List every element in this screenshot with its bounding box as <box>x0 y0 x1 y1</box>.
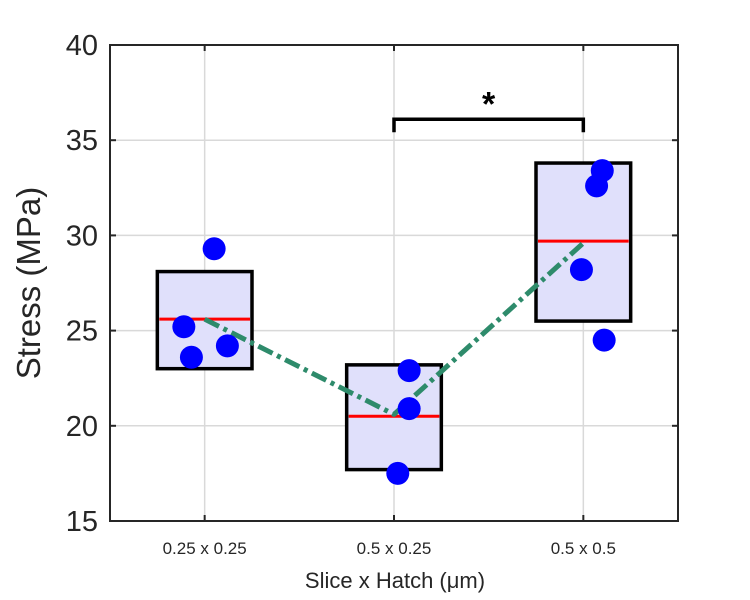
data-point <box>397 359 421 383</box>
data-point <box>585 174 609 198</box>
y-axis-label: Stress (MPa) <box>10 187 47 380</box>
data-point <box>569 258 593 282</box>
data-point <box>397 397 421 421</box>
data-point <box>215 334 239 358</box>
axes: 15 20 25 30 35 40 0.25 x 0.25 0.5 x 0.25 0.5 x 0… <box>66 30 679 558</box>
y-tick-label: 40 <box>66 30 98 62</box>
data-point <box>386 461 410 485</box>
data-point <box>592 328 616 352</box>
significance-star: * <box>482 85 496 123</box>
data-point <box>172 315 196 339</box>
y-tick-label: 15 <box>66 506 98 538</box>
x-tick-label: 0.5 x 0.5 <box>551 539 616 558</box>
y-tick-label: 30 <box>66 220 98 252</box>
mean-trend-line <box>203 241 586 417</box>
data-points <box>172 159 616 485</box>
significance-bracket <box>392 117 586 133</box>
data-point <box>179 345 203 369</box>
y-tick-label: 25 <box>66 316 98 348</box>
x-axis-label: Slice x Hatch (μm) <box>305 568 485 593</box>
y-tick-label: 35 <box>66 125 98 157</box>
x-tick-label: 0.25 x 0.25 <box>163 539 247 558</box>
x-tick-label: 0.5 x 0.25 <box>357 539 432 558</box>
trend-layer <box>203 241 586 417</box>
data-point <box>202 237 226 261</box>
y-tick-label: 20 <box>66 411 98 443</box>
significance-bracket-group: * <box>392 85 586 133</box>
